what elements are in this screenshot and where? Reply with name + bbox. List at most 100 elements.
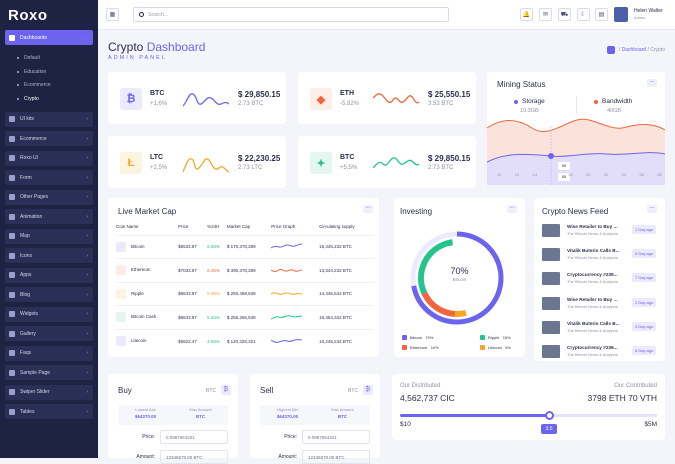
- coin-amount: 2.73 LTC: [238, 165, 263, 171]
- sidebar-item-faqs[interactable]: Faqs ›: [5, 345, 93, 361]
- x-tick: 14: [532, 172, 538, 177]
- avatar[interactable]: [614, 7, 628, 22]
- legend-item: Ethereum 10%: [402, 345, 439, 350]
- chevron-right-icon: ›: [86, 174, 88, 181]
- more-icon[interactable]: ...: [363, 204, 373, 213]
- breadcrumb: / Dashboard / Crypto: [606, 46, 665, 54]
- news-thumbnail: [542, 320, 560, 334]
- sell-price-input[interactable]: 0.0987654321: [302, 430, 370, 444]
- sidebar-item-gallery[interactable]: Gallery ›: [5, 326, 93, 341]
- news-title: Vitalik Buterin Calls B...: [567, 248, 620, 254]
- storage-legend: Storage: [514, 98, 545, 105]
- contributed-value: 3798 ETH 70 VTH: [587, 393, 657, 403]
- investing-card: Investing ... 70% Bitcoin Bitcoin 70% Rip…: [394, 198, 525, 357]
- distribution-card: Our Distributed 4,562,737 CIC Our Contri…: [392, 374, 665, 440]
- sidebar-item-sample-page[interactable]: Sample Page ›: [5, 365, 93, 380]
- page-title: Crypto Dashboard: [108, 40, 206, 54]
- market-cap-cell: $ 120,328,321: [226, 328, 272, 353]
- table-row[interactable]: Ripple $6533.87 9.48% $ 250,458,539 14,445,5…: [116, 281, 374, 306]
- coin-icon: [116, 241, 126, 252]
- x-tick: 18: [568, 172, 573, 177]
- breadcrumb-dashboard[interactable]: Dashboard: [621, 47, 647, 53]
- chevron-right-icon: ›: [86, 291, 88, 298]
- x-tick: 24: [621, 172, 627, 177]
- sidebar-item-apps[interactable]: Apps ›: [5, 267, 93, 283]
- sidebar-item-tables[interactable]: Tables ›: [5, 404, 93, 419]
- table-row[interactable]: Litecoin $5522.47 4.58% $ 120,328,321 10,245…: [116, 328, 374, 353]
- coin-name: Bitcoin Cash: [131, 314, 157, 320]
- news-date-badge: 7 Day ago: [632, 273, 657, 283]
- news-item[interactable]: Cryptocurrency #239... The Bitcoin News &…: [542, 271, 675, 291]
- home-icon[interactable]: [606, 46, 615, 54]
- legend-swatch: [402, 345, 407, 350]
- chevron-right-icon: ›: [86, 135, 88, 142]
- sell-price-row: Price: 0.0987654321: [260, 430, 370, 444]
- more-icon[interactable]: ...: [507, 204, 517, 213]
- news-item[interactable]: Wise Retailer to Buy ... The Bitcoin News…: [542, 296, 675, 316]
- buy-amount-input[interactable]: 12345678.00 BTC: [160, 450, 228, 464]
- sidebar-item-roxo-ui[interactable]: Roxo UI ›: [5, 150, 93, 166]
- sidebar-item-other-pages[interactable]: Other Pages ›: [5, 189, 93, 205]
- legend-item: Bitcoin 70%: [402, 335, 433, 340]
- sidebar-item-swiper-slider[interactable]: Swiper Slider ›: [5, 384, 93, 400]
- coin-icon: [116, 336, 126, 346]
- sidebar-item-ui-kits[interactable]: UI kits ›: [5, 111, 93, 127]
- menu-icon: [9, 330, 15, 337]
- sidebar-item-icons[interactable]: Icons ›: [5, 248, 93, 263]
- news-item[interactable]: Cryptocurrency #239... The Bitcoin News &…: [542, 344, 675, 364]
- sidebar-item-ecommerce[interactable]: Ecommerce ›: [5, 131, 93, 146]
- grid-menu-icon[interactable]: ▦: [106, 8, 119, 21]
- news-title: Cryptocurrency #239...: [567, 345, 618, 350]
- calendar-icon[interactable]: ▤: [595, 8, 608, 21]
- x-tick: 26: [639, 172, 644, 177]
- sidebar-item-blog[interactable]: Blog ›: [5, 287, 93, 302]
- distribution-track: [400, 411, 657, 420]
- news-thumbnail: [542, 296, 560, 310]
- sidebar-item-map[interactable]: Map ›: [5, 228, 93, 244]
- cart-icon[interactable]: ⛟: [558, 8, 571, 21]
- menu-icon: [9, 350, 15, 356]
- message-icon[interactable]: ✉: [539, 8, 552, 21]
- submenu-item-default[interactable]: Default: [17, 52, 93, 66]
- moon-icon[interactable]: ☾: [577, 8, 590, 21]
- coin-name: Litecoin: [131, 338, 147, 344]
- app-logo[interactable]: Roxo: [8, 6, 48, 24]
- distributed-value: 4,562,737 CIC: [400, 393, 455, 403]
- sidebar-item-form[interactable]: Form ›: [5, 170, 93, 185]
- table-row[interactable]: Bitcoin Cash $6533.87 5.34% $ 255,256,548 16…: [116, 305, 374, 329]
- more-icon[interactable]: ...: [647, 78, 657, 87]
- submenu-item-crypto[interactable]: Crypto: [17, 92, 93, 106]
- news-thumbnail: [542, 224, 560, 237]
- sidebar-item-animation[interactable]: Animation ›: [5, 209, 93, 224]
- submenu-item-education[interactable]: Education: [17, 65, 93, 79]
- mining-chart: [487, 118, 665, 185]
- legend-swatch: [402, 335, 407, 340]
- distribution-slider-handle[interactable]: [544, 411, 554, 420]
- search-input[interactable]: Search...: [133, 7, 449, 22]
- news-item[interactable]: Vitalik Buterin Calls B... The Bitcoin Ne…: [542, 320, 675, 340]
- chevron-right-icon: ›: [86, 272, 88, 278]
- menu-icon: [9, 155, 15, 161]
- chevron-down-icon: ⌄: [83, 34, 88, 41]
- table-row[interactable]: Bitcoin $6533.87 5.58% $ 170,378,289 15,445,…: [116, 234, 374, 259]
- price-cell: $6533.87: [178, 305, 208, 329]
- more-icon[interactable]: ...: [647, 204, 657, 213]
- bitcoin-icon: ₿: [221, 385, 231, 395]
- x-tick: 20: [586, 172, 591, 177]
- sidebar-item-dashboards[interactable]: Dashboards ⌄: [5, 30, 93, 45]
- market-cap-cell: $ 250,458,539: [226, 281, 272, 306]
- table-row[interactable]: Ethereum $7033.87 6.48% $ 390,378,289 13,344…: [116, 258, 374, 282]
- coin-name: Ripple: [131, 290, 144, 296]
- coin-symbol: ETH: [340, 90, 354, 97]
- sidebar-item-widgets[interactable]: Widgets ›: [5, 306, 93, 322]
- news-item[interactable]: Wise Retailer to Buy ... The Bitcoin News…: [542, 223, 675, 243]
- sell-coin: BTC: [348, 388, 358, 394]
- coin-symbol: BTC: [340, 154, 355, 161]
- sell-amount-input[interactable]: 12345678.00 BTC: [302, 450, 370, 464]
- submenu-item-ecommerce[interactable]: Ecommerce: [17, 79, 93, 93]
- bell-icon[interactable]: 🔔: [520, 8, 533, 21]
- news-item[interactable]: Vitalik Buterin Calls B... The Bitcoin Ne…: [542, 247, 675, 267]
- buy-price-input[interactable]: 0.0987654321: [160, 430, 228, 444]
- change-cell: 9.48%: [207, 281, 227, 306]
- buy-title: Buy: [118, 386, 132, 395]
